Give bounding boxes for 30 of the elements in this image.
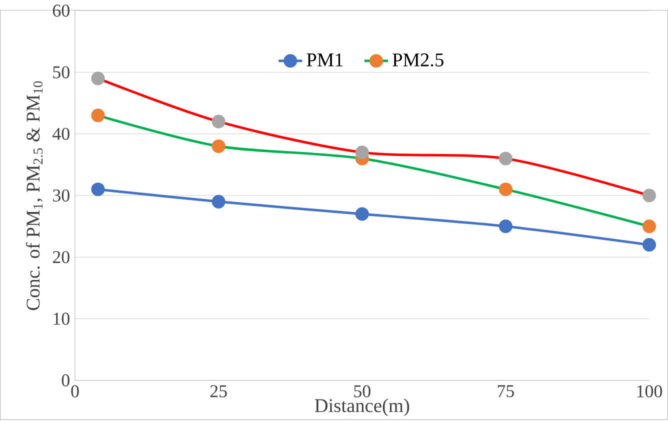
y-tick-label: 60: [52, 4, 70, 17]
point: [91, 182, 105, 196]
y-tick-label: 10: [54, 312, 70, 325]
legend-label: PM1: [306, 54, 343, 66]
point: [91, 108, 105, 122]
point: [642, 188, 656, 202]
x-axis-title: Distance(m): [314, 398, 410, 416]
point: [642, 238, 656, 252]
point: [355, 146, 369, 160]
y-tick-label: 50: [53, 66, 70, 78]
point: [498, 220, 512, 234]
point: [91, 72, 105, 86]
y-tick-label: 0: [62, 374, 70, 387]
y-tick-label: 40: [52, 128, 70, 140]
point: [212, 140, 226, 154]
point: [355, 207, 369, 221]
x-tick-label: 0: [71, 385, 79, 398]
point: [498, 152, 512, 166]
x-tick-label: 25: [210, 385, 227, 398]
y-tick-label: 20: [52, 251, 70, 264]
x-tick-label: 100: [637, 385, 662, 398]
y-axis-title: Conc. of PM$_{1}$, PM$_{2.5}$ & PM$_{10}$: [26, 81, 43, 310]
point: [642, 220, 656, 234]
x-tick-label: 50: [354, 385, 370, 398]
x-tick-label: 75: [498, 385, 514, 398]
y-tick-label: 30: [53, 190, 70, 202]
legend-label: PM2.5: [392, 54, 444, 67]
point: [212, 195, 226, 209]
point: [498, 182, 512, 196]
point: [212, 114, 226, 128]
